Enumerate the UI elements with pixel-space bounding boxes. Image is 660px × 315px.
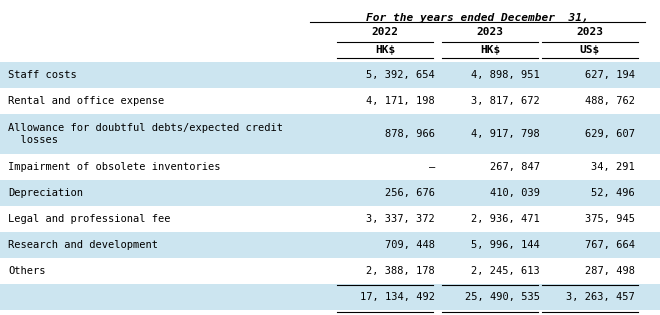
Text: 34, 291: 34, 291 [591,162,635,172]
Text: Depreciation: Depreciation [8,188,83,198]
Text: 629, 607: 629, 607 [585,129,635,139]
Text: 4, 171, 198: 4, 171, 198 [366,96,435,106]
Text: 709, 448: 709, 448 [385,240,435,250]
Text: 17, 134, 492: 17, 134, 492 [360,292,435,302]
Text: 52, 496: 52, 496 [591,188,635,198]
Text: Impairment of obsolete inventories: Impairment of obsolete inventories [8,162,220,172]
Text: Allowance for doubtful debts/expected credit
  losses: Allowance for doubtful debts/expected cr… [8,123,283,145]
Text: 767, 664: 767, 664 [585,240,635,250]
Text: 256, 676: 256, 676 [385,188,435,198]
Text: 410, 039: 410, 039 [490,188,540,198]
Text: 3, 263, 457: 3, 263, 457 [566,292,635,302]
Text: —: — [429,162,435,172]
Bar [0,62,660,88]
Text: 287, 498: 287, 498 [585,266,635,276]
Bar [0,206,660,232]
Text: Staff costs: Staff costs [8,70,77,80]
Bar [0,258,660,284]
Text: Legal and professional fee: Legal and professional fee [8,214,170,224]
Text: 3, 337, 372: 3, 337, 372 [366,214,435,224]
Bar [0,232,660,258]
Bar [0,114,660,154]
Bar [0,284,660,310]
Text: HK$: HK$ [375,45,395,55]
Bar [0,88,660,114]
Text: 267, 847: 267, 847 [490,162,540,172]
Text: 3, 817, 672: 3, 817, 672 [471,96,540,106]
Text: 2023: 2023 [576,27,603,37]
Text: For the years ended December  31,: For the years ended December 31, [366,13,589,23]
Text: 25, 490, 535: 25, 490, 535 [465,292,540,302]
Text: 375, 945: 375, 945 [585,214,635,224]
Text: 2, 936, 471: 2, 936, 471 [471,214,540,224]
Text: Rental and office expense: Rental and office expense [8,96,164,106]
Bar [0,154,660,180]
Text: 2023: 2023 [477,27,504,37]
Text: 627, 194: 627, 194 [585,70,635,80]
Text: 5, 392, 654: 5, 392, 654 [366,70,435,80]
Bar [0,180,660,206]
Text: US$: US$ [580,45,600,55]
Text: HK$: HK$ [480,45,500,55]
Text: 488, 762: 488, 762 [585,96,635,106]
Text: 878, 966: 878, 966 [385,129,435,139]
Text: 2022: 2022 [372,27,399,37]
Text: 2, 388, 178: 2, 388, 178 [366,266,435,276]
Text: 5, 996, 144: 5, 996, 144 [471,240,540,250]
Text: 2, 245, 613: 2, 245, 613 [471,266,540,276]
Text: 4, 917, 798: 4, 917, 798 [471,129,540,139]
Text: Research and development: Research and development [8,240,158,250]
Text: Others: Others [8,266,46,276]
Text: 4, 898, 951: 4, 898, 951 [471,70,540,80]
